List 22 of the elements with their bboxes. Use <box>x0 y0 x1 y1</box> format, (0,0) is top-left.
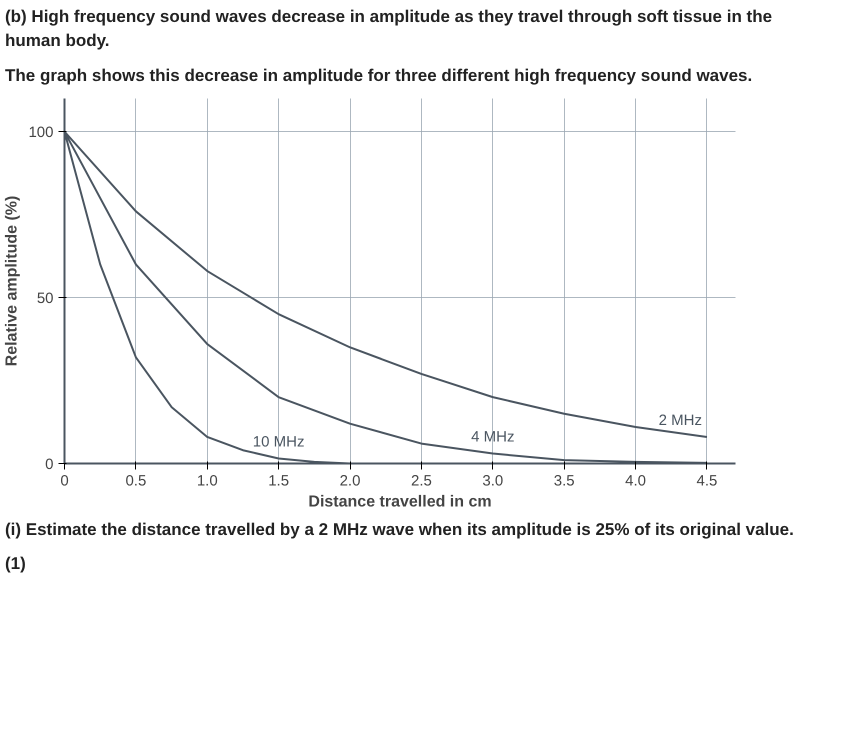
series-label: 2 MHz <box>658 412 702 429</box>
x-tick-label: 4.5 <box>696 472 718 490</box>
x-tick-label: 0 <box>60 472 69 490</box>
x-tick-label: 2.5 <box>410 472 432 490</box>
text: (i) Estimate the distance travelled by a 2 MHz wave when its amplitude is 25% of its original value. <box>5 518 794 541</box>
y-tick-label: 100 <box>28 124 54 142</box>
y-tick-label: 0 <box>45 456 54 473</box>
x-tick-label: 2.0 <box>340 472 360 490</box>
x-tick-label: 1.0 <box>196 472 218 490</box>
series-label: 10 MHz <box>252 433 304 450</box>
y-axis-title: Relative amplitude (%) <box>3 195 20 366</box>
text: (1) <box>5 553 26 576</box>
x-tick-label: 4.0 <box>625 472 646 490</box>
y-tick-label: 50 <box>36 290 54 307</box>
series-label: 4 MHz <box>471 428 514 446</box>
x-tick-label: 1.5 <box>268 472 290 490</box>
chart-subtitle: The graph shows this decrease in amplitude for three different high frequency sound waves. <box>5 64 752 87</box>
x-tick-label: 0.5 <box>125 472 146 490</box>
x-axis-title: Distance travelled in cm <box>308 493 492 510</box>
x-tick-label: 3.0 <box>482 472 504 490</box>
chart-title: (b) High frequency sound waves decrease in amplitude as they travel through soft tissue in the human body. <box>5 6 774 52</box>
x-tick-label: 3.5 <box>554 472 575 490</box>
